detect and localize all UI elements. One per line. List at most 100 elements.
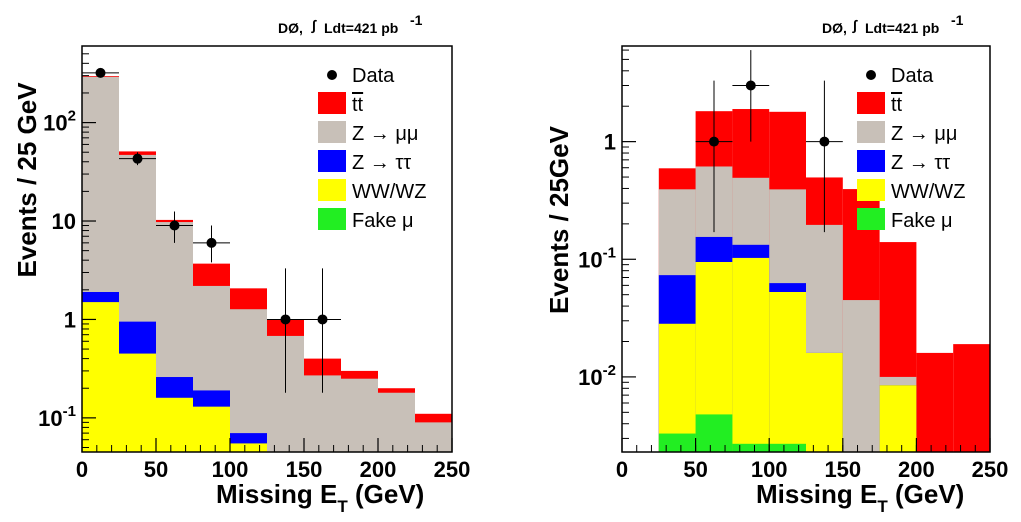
left-bar-z-bin-8 <box>378 392 415 452</box>
left-legend-swatch-1 <box>318 92 346 114</box>
right-bar-fake-bin-3 <box>769 443 806 452</box>
right-plot-frame <box>621 45 991 453</box>
right-x-tick-label-1: 50 <box>683 457 707 482</box>
left-legend-label-3: Z → ττ <box>352 152 411 174</box>
left-bar-z-bin-4 <box>230 309 267 452</box>
left-header-luminosity: Ldt=421 pb <box>324 20 398 36</box>
left-x-tick-label-4: 200 <box>360 457 397 482</box>
left-legend-label-1: tt <box>352 94 364 116</box>
right-data-point-0 <box>709 136 719 147</box>
right-x-tick-label-5: 250 <box>972 457 1009 482</box>
right-y-tick-label-2: 1 <box>604 130 616 155</box>
right-header-luminosity: Ldt=421 pb <box>865 20 939 36</box>
right-bar-tt-bin-7 <box>916 352 954 452</box>
left-x-axis-title-suffix: (GeV) <box>348 479 425 509</box>
left-y-tick-label-0: 10-1 <box>38 403 76 431</box>
right-x-tick-label-4: 200 <box>898 457 935 482</box>
right-x-axis-title-main: Missing E <box>756 479 877 509</box>
left-data-point-1 <box>132 153 143 164</box>
left-legend: Data tt Z → μμ Z → ττ WW/WZ Fake μ <box>318 65 426 232</box>
left-header-prefix: DØ, <box>278 20 303 36</box>
right-header-integral-sign: ∫ <box>852 17 858 34</box>
right-header-sup: -1 <box>951 12 964 28</box>
left-bar-wwwz-bin-1 <box>119 353 156 452</box>
left-plot-area: 0 50 100 150 200 250 10-1 1 10 102 Data tt Z → μμ Z →… <box>38 45 471 482</box>
right-legend-swatch-2 <box>857 121 885 143</box>
right-data-point-2 <box>819 136 830 147</box>
left-legend-marker-data <box>327 70 337 80</box>
left-bar-wwwz-bin-3 <box>193 406 230 452</box>
left-data-point-5 <box>317 314 328 325</box>
left-header-sup: -1 <box>410 12 423 28</box>
left-data-point-2 <box>169 220 180 231</box>
right-x-axis-title-sub: T <box>877 497 888 516</box>
left-legend-swatch-5 <box>318 208 346 230</box>
right-bar-fake-bin-2 <box>732 443 770 452</box>
right-legend-label-3: Z → ττ <box>891 152 950 174</box>
right-plot-area: 0 50 100 150 200 250 10-2 10-1 1 Data tt Z → μμ Z → … <box>578 45 1009 482</box>
right-legend-swatch-3 <box>857 150 885 172</box>
left-data-point-0 <box>95 67 106 78</box>
right-x-tick-label-2: 100 <box>751 457 788 482</box>
left-bar-wwwz-bin-0 <box>82 302 119 452</box>
left-legend-swatch-3 <box>318 150 346 172</box>
right-y-tick-label-0: 10-2 <box>578 362 616 390</box>
right-legend-label-0: Data <box>891 65 934 87</box>
left-legend-label-0: Data <box>352 65 395 87</box>
left-y-tick-label-1: 1 <box>64 307 76 332</box>
right-bar-wwwz-bin-2 <box>732 257 770 452</box>
left-data-point-4 <box>280 314 291 325</box>
right-bar-wwwz-bin-4 <box>806 352 843 452</box>
right-bar-wwwz-bin-6 <box>879 385 917 452</box>
left-chart: DØ, ∫ Ldt=421 pb -1 0 50 100 150 200 250 10-1 1… <box>12 12 470 516</box>
left-plot-frame <box>81 45 453 453</box>
left-bar-wwwz-bin-2 <box>156 397 193 452</box>
left-data-point-3 <box>206 237 217 248</box>
right-legend-label-4: WW/WZ <box>891 181 965 203</box>
right-x-axis-title-suffix: (GeV) <box>888 479 965 509</box>
right-header-prefix: DØ, <box>822 20 847 36</box>
right-legend-label-1: tt <box>891 94 903 116</box>
right-x-tick-label-3: 150 <box>824 457 861 482</box>
right-bar-fake-bin-0 <box>658 433 696 452</box>
right-legend-label-5: Fake μ <box>891 210 953 232</box>
left-x-tick-label-1: 50 <box>144 457 168 482</box>
left-x-tick-label-0: 0 <box>76 457 88 482</box>
right-chart: DØ, ∫ Ldt=421 pb -1 0 50 100 150 200 250 10-2 1… <box>544 12 1008 516</box>
left-y-tick-label-3: 102 <box>43 108 76 136</box>
left-x-axis-title-main: Missing E <box>216 479 337 509</box>
left-x-tick-label-5: 250 <box>434 457 471 482</box>
left-y-tick-label-2: 10 <box>52 209 76 234</box>
right-legend-marker-data <box>866 70 876 80</box>
left-bar-z-bin-7 <box>341 378 378 452</box>
left-x-axis-title: Missing ET (GeV) <box>216 479 424 516</box>
left-x-axis-title-sub: T <box>337 497 348 516</box>
left-legend-swatch-4 <box>318 179 346 201</box>
right-bar-tt-bin-8 <box>953 344 990 452</box>
left-header-integral-sign: ∫ <box>311 17 317 34</box>
left-y-axis-title: Events / 25 GeV <box>12 82 42 278</box>
left-legend-label-4: WW/WZ <box>352 181 426 203</box>
right-bar-z-bin-5 <box>842 300 880 452</box>
right-legend-swatch-4 <box>857 179 885 201</box>
right-bar-fake-bin-1 <box>695 414 733 452</box>
right-y-tick-label-1: 10-1 <box>578 244 616 272</box>
right-bar-wwwz-bin-3 <box>769 291 806 452</box>
left-x-tick-label-2: 100 <box>212 457 249 482</box>
left-bar-wwwz-bin-4 <box>230 443 267 452</box>
right-bar-wwwz-bin-0 <box>658 323 696 452</box>
right-legend-label-2: Z → μμ <box>891 123 957 145</box>
left-x-tick-label-3: 150 <box>286 457 323 482</box>
left-legend-swatch-2 <box>318 121 346 143</box>
left-legend-label-2: Z → μμ <box>352 123 418 145</box>
left-bar-z-bin-9 <box>415 422 452 452</box>
right-data-point-1 <box>745 80 756 91</box>
right-legend: Data tt Z → μμ Z → ττ WW/WZ Fake μ <box>857 65 965 232</box>
right-legend-swatch-1 <box>857 92 885 114</box>
right-legend-swatch-5 <box>857 208 885 230</box>
left-legend-label-5: Fake μ <box>352 210 414 232</box>
right-x-axis-title: Missing ET (GeV) <box>756 479 964 516</box>
right-y-axis-title: Events / 25GeV <box>544 125 574 314</box>
right-x-tick-label-0: 0 <box>616 457 628 482</box>
